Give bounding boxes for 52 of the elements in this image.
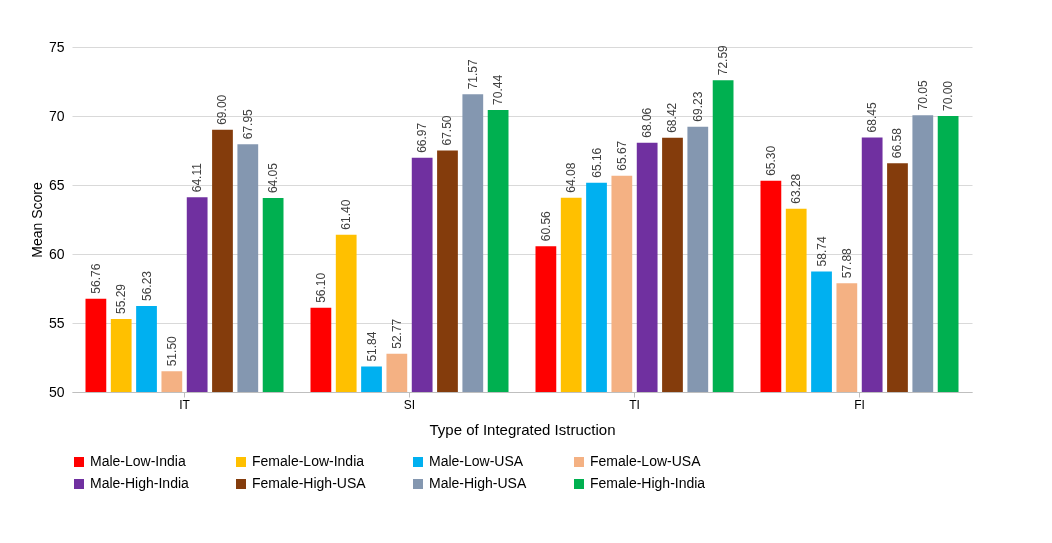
y-axis-title: Mean Score <box>28 182 45 258</box>
x-axis-title: Type of Integrated Istruction <box>429 420 616 438</box>
data-label: 67.95 <box>240 108 255 140</box>
y-tick-label: 65 <box>48 176 65 193</box>
data-label: 67.50 <box>440 115 455 146</box>
legend-label: Female-Low-USA <box>590 453 702 469</box>
legend-label: Female-Low-India <box>252 453 365 469</box>
data-label: 66.97 <box>415 122 430 153</box>
data-label: 65.30 <box>763 145 778 176</box>
legend-label: Male-Low-USA <box>429 453 524 469</box>
data-label: 51.84 <box>364 331 379 362</box>
data-label: 56.10 <box>313 272 328 303</box>
data-label: 60.56 <box>538 210 553 242</box>
y-tick-label: 50 <box>48 383 65 400</box>
x-tick-label: FI <box>854 397 865 412</box>
data-label: 64.11 <box>190 162 205 193</box>
data-label: 52.77 <box>389 318 404 349</box>
legend-label: Male-High-USA <box>429 475 527 491</box>
data-label: 70.00 <box>941 80 956 111</box>
data-label: 65.16 <box>589 147 604 178</box>
data-label: 68.45 <box>865 102 880 133</box>
data-label: 65.67 <box>614 140 629 171</box>
x-tick-label: SI <box>403 397 416 412</box>
legend-label: Female-High-USA <box>252 475 367 491</box>
data-label: 51.50 <box>164 335 179 367</box>
data-label: 63.28 <box>789 173 804 204</box>
data-label: 72.59 <box>716 44 731 76</box>
data-label: 56.76 <box>88 263 103 294</box>
legend-label: Male-Low-India <box>90 453 186 469</box>
x-tick-label: IT <box>179 397 191 412</box>
data-label: 64.05 <box>266 162 281 194</box>
y-tick-label: 60 <box>48 245 65 262</box>
data-label: 66.58 <box>890 127 905 159</box>
data-label: 57.88 <box>839 247 854 279</box>
legend-label: Female-High-India <box>590 475 706 491</box>
x-tick-label: TI <box>629 397 640 412</box>
data-label: 56.23 <box>139 270 154 302</box>
data-label: 69.23 <box>690 91 705 122</box>
y-tick-label: 55 <box>48 314 65 331</box>
y-tick-label: 75 <box>48 38 65 55</box>
data-label: 71.57 <box>465 58 480 90</box>
legend-label: Male-High-India <box>90 475 190 491</box>
data-label: 70.05 <box>915 79 930 111</box>
data-label: 68.06 <box>640 107 655 138</box>
data-label: 61.40 <box>339 199 354 230</box>
data-label: 64.08 <box>564 162 579 193</box>
y-tick-label: 70 <box>48 107 65 124</box>
data-label: 68.42 <box>665 102 680 133</box>
data-label: 58.74 <box>814 236 829 267</box>
data-label: 55.29 <box>114 283 129 314</box>
data-label: 70.44 <box>491 74 506 105</box>
data-label: 69.00 <box>215 94 230 125</box>
